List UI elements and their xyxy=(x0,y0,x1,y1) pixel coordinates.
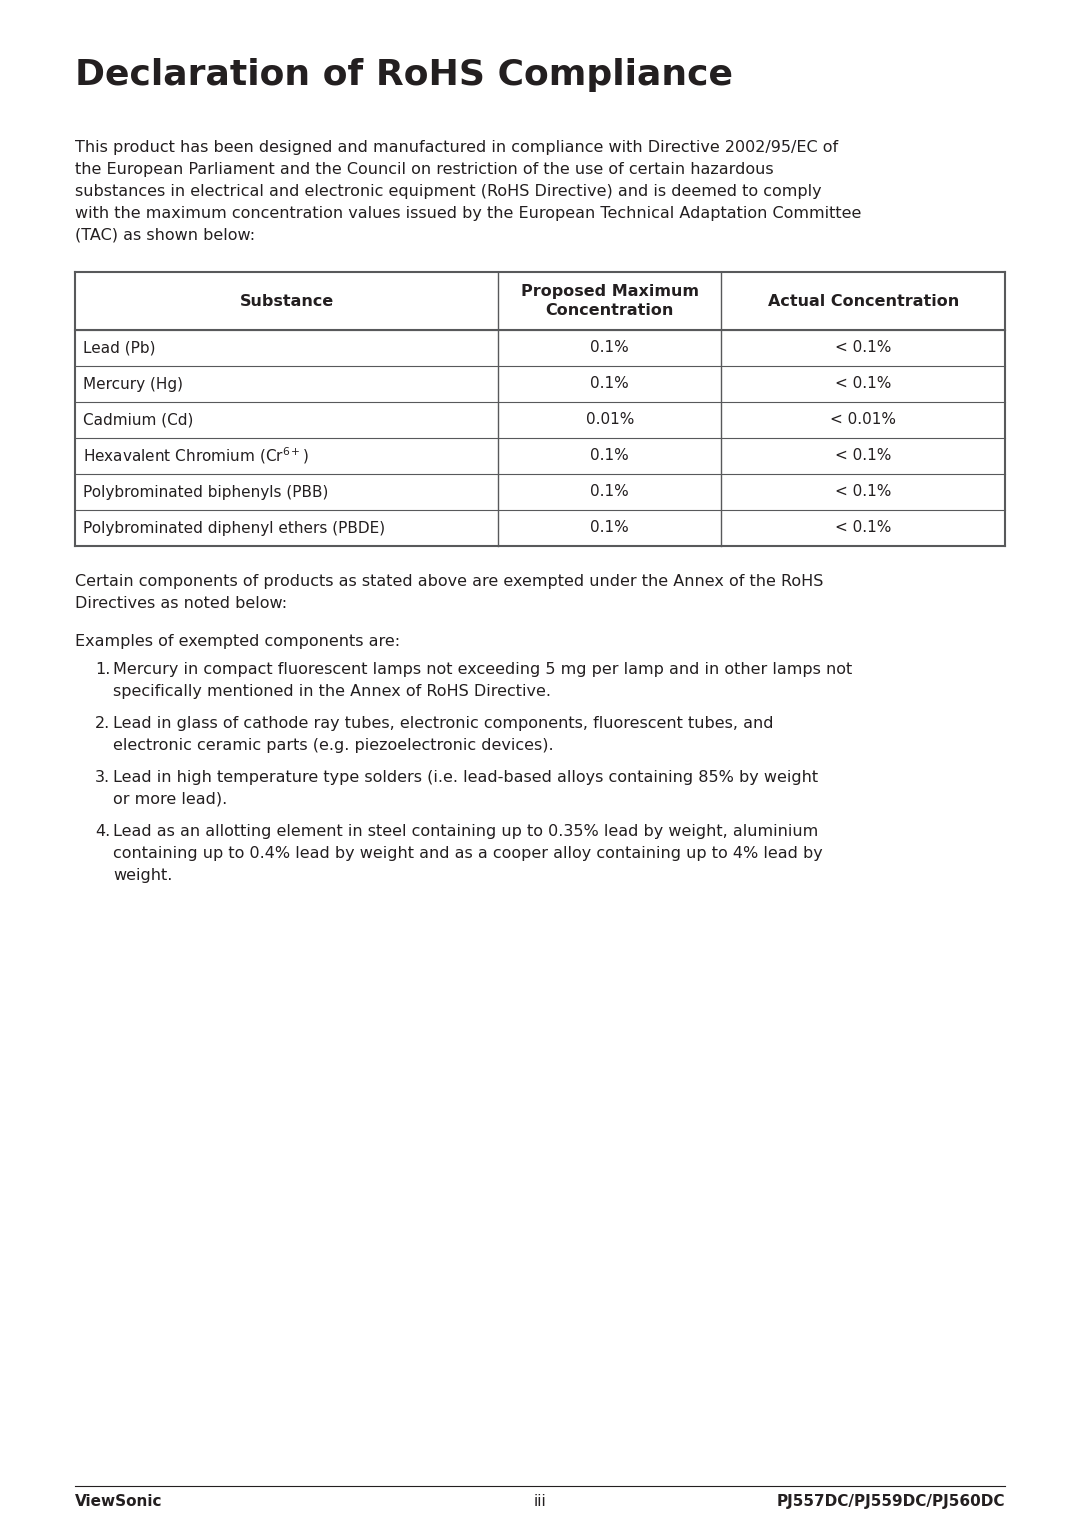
Text: < 0.1%: < 0.1% xyxy=(835,484,891,499)
Text: 1.: 1. xyxy=(95,662,110,677)
Text: 0.1%: 0.1% xyxy=(591,377,630,392)
Text: Lead as an allotting element in steel containing up to 0.35% lead by weight, alu: Lead as an allotting element in steel co… xyxy=(113,824,819,840)
Text: 0.1%: 0.1% xyxy=(591,484,630,499)
Text: containing up to 0.4% lead by weight and as a cooper alloy containing up to 4% l: containing up to 0.4% lead by weight and… xyxy=(113,846,823,861)
Text: Directives as noted below:: Directives as noted below: xyxy=(75,596,287,611)
Text: ViewSonic: ViewSonic xyxy=(75,1494,162,1509)
Text: the European Parliament and the Council on restriction of the use of certain haz: the European Parliament and the Council … xyxy=(75,162,773,178)
Text: 4.: 4. xyxy=(95,824,110,840)
Text: Polybrominated diphenyl ethers (PBDE): Polybrominated diphenyl ethers (PBDE) xyxy=(83,521,386,536)
Text: Actual Concentration: Actual Concentration xyxy=(768,294,959,308)
Text: PJ557DC/PJ559DC/PJ560DC: PJ557DC/PJ559DC/PJ560DC xyxy=(777,1494,1005,1509)
Text: Proposed Maximum
Concentration: Proposed Maximum Concentration xyxy=(521,285,699,317)
Text: Mercury (Hg): Mercury (Hg) xyxy=(83,377,183,392)
Text: < 0.1%: < 0.1% xyxy=(835,377,891,392)
Text: 0.1%: 0.1% xyxy=(591,521,630,536)
Text: Certain components of products as stated above are exempted under the Annex of t: Certain components of products as stated… xyxy=(75,574,823,588)
Text: Cadmium (Cd): Cadmium (Cd) xyxy=(83,412,193,427)
Text: < 0.1%: < 0.1% xyxy=(835,449,891,464)
Text: Polybrominated biphenyls (PBB): Polybrominated biphenyls (PBB) xyxy=(83,484,328,499)
Text: 0.01%: 0.01% xyxy=(585,412,634,427)
Text: < 0.1%: < 0.1% xyxy=(835,340,891,355)
Text: iii: iii xyxy=(534,1494,546,1509)
Text: weight.: weight. xyxy=(113,869,173,882)
Text: electronic ceramic parts (e.g. piezoelectronic devices).: electronic ceramic parts (e.g. piezoelec… xyxy=(113,738,554,754)
Text: Declaration of RoHS Compliance: Declaration of RoHS Compliance xyxy=(75,58,733,92)
Text: Lead (Pb): Lead (Pb) xyxy=(83,340,156,355)
Text: specifically mentioned in the Annex of RoHS Directive.: specifically mentioned in the Annex of R… xyxy=(113,683,551,699)
Text: 2.: 2. xyxy=(95,715,110,731)
Text: or more lead).: or more lead). xyxy=(113,792,227,807)
Text: with the maximum concentration values issued by the European Technical Adaptatio: with the maximum concentration values is… xyxy=(75,205,862,221)
Text: Hexavalent Chromium (Cr$^{6+}$): Hexavalent Chromium (Cr$^{6+}$) xyxy=(83,446,309,466)
Text: < 0.01%: < 0.01% xyxy=(831,412,896,427)
Text: 0.1%: 0.1% xyxy=(591,340,630,355)
Text: 3.: 3. xyxy=(95,771,110,784)
Text: Lead in glass of cathode ray tubes, electronic components, fluorescent tubes, an: Lead in glass of cathode ray tubes, elec… xyxy=(113,715,773,731)
Text: Examples of exempted components are:: Examples of exempted components are: xyxy=(75,634,400,650)
Text: substances in electrical and electronic equipment (RoHS Directive) and is deemed: substances in electrical and electronic … xyxy=(75,184,822,199)
Text: Substance: Substance xyxy=(240,294,334,308)
Text: Mercury in compact fluorescent lamps not exceeding 5 mg per lamp and in other la: Mercury in compact fluorescent lamps not… xyxy=(113,662,852,677)
Text: This product has been designed and manufactured in compliance with Directive 200: This product has been designed and manuf… xyxy=(75,139,838,155)
Text: < 0.1%: < 0.1% xyxy=(835,521,891,536)
Text: (TAC) as shown below:: (TAC) as shown below: xyxy=(75,228,255,244)
Text: 0.1%: 0.1% xyxy=(591,449,630,464)
Text: Lead in high temperature type solders (i.e. lead-based alloys containing 85% by : Lead in high temperature type solders (i… xyxy=(113,771,819,784)
Bar xyxy=(75,273,1005,545)
